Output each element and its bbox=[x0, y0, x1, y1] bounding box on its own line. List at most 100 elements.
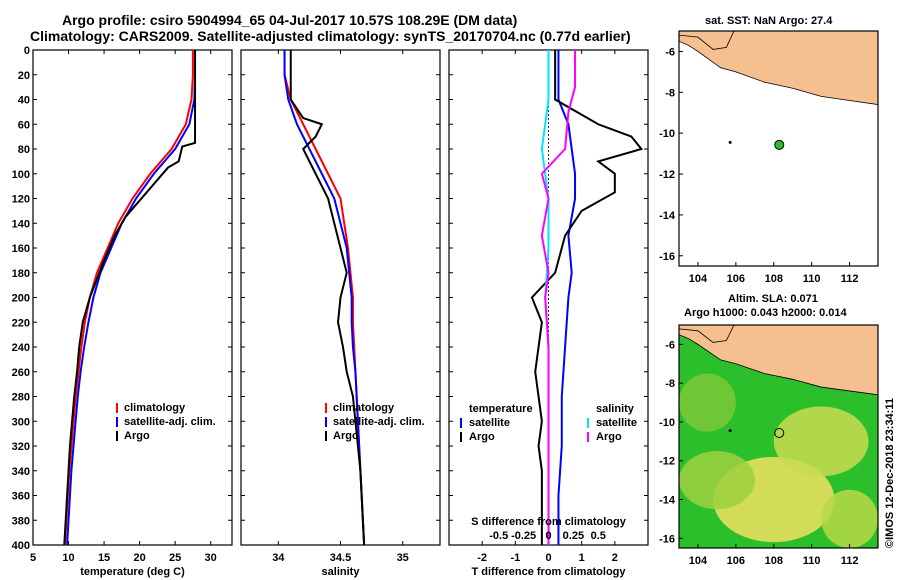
y-tick-label: -12 bbox=[659, 456, 675, 468]
x-tick-label: 108 bbox=[765, 273, 783, 285]
sumatra-land bbox=[679, 31, 735, 50]
legend-label: satellite-adj. clim. bbox=[124, 416, 216, 428]
sla-region bbox=[679, 373, 736, 432]
temperature-panel: 0 20 40 60 80 100 120 140 160 180 200 220 240 260 280 3… bbox=[12, 45, 233, 578]
x-tick-label: 106 bbox=[727, 273, 745, 285]
y-tick-label: -12 bbox=[659, 169, 675, 181]
y-tick-label: 120 bbox=[12, 194, 30, 206]
map1-title: sat. SST: NaN Argo: 27.4 bbox=[705, 15, 833, 27]
christmas-island bbox=[728, 429, 732, 433]
sumatra-land bbox=[679, 325, 735, 343]
s-tick-label: -0.25 bbox=[511, 530, 536, 542]
difference-panel: -2 -1 0 1 2 T difference from climatology S di… bbox=[448, 49, 649, 578]
y-tick-label: 340 bbox=[12, 466, 30, 478]
x-tick-label: 35 bbox=[397, 552, 409, 564]
java-land bbox=[679, 325, 878, 396]
sla-region bbox=[773, 406, 869, 477]
legend-title: salinity bbox=[596, 403, 635, 415]
x-tick-label: 1 bbox=[579, 552, 585, 564]
s-tick-label: 0.25 bbox=[563, 530, 584, 542]
x-tick-label: 108 bbox=[765, 555, 783, 567]
argo-marker bbox=[774, 139, 785, 150]
y-tick-label: 20 bbox=[18, 70, 30, 82]
x-tick-label: 0 bbox=[545, 552, 551, 564]
y-tick-label: 100 bbox=[12, 169, 30, 181]
plot-title-line2: Climatology: CARS2009. Satellite-adjuste… bbox=[30, 28, 631, 44]
plot-title-line1: Argo profile: csiro 5904994_65 04-Jul-20… bbox=[62, 12, 518, 28]
x-tick-label: 106 bbox=[727, 555, 745, 567]
series-line bbox=[63, 50, 197, 546]
legend-label: Argo bbox=[333, 430, 359, 442]
x-tick-label: 110 bbox=[803, 273, 821, 285]
legend-label: satellite-adj. clim. bbox=[333, 416, 425, 428]
series-line bbox=[289, 50, 366, 546]
s-tick-label: 0 bbox=[545, 530, 551, 542]
y-tick-label: -6 bbox=[665, 46, 675, 58]
s-tick-label: 0.5 bbox=[591, 530, 606, 542]
y-tick-label: -14 bbox=[659, 495, 676, 507]
map-area bbox=[679, 325, 878, 548]
y-tick-label: 220 bbox=[12, 317, 30, 329]
x-tick-label: -1 bbox=[510, 552, 520, 564]
x-tick-label: 20 bbox=[133, 552, 145, 564]
legend-label: Argo bbox=[124, 430, 150, 442]
x-axis-label: T difference from climatology bbox=[471, 566, 626, 578]
sla-region bbox=[821, 489, 878, 548]
series-line bbox=[530, 50, 644, 545]
y-tick-label: 80 bbox=[18, 144, 30, 156]
s-axis-label: S difference from climatology bbox=[471, 516, 627, 528]
imos-credit: ©IMOS 12-Dec-2018 23:34:11 bbox=[884, 398, 896, 548]
x-tick-label: 104 bbox=[689, 555, 708, 567]
x-tick-label: 112 bbox=[841, 273, 859, 285]
legend-label: satellite bbox=[596, 417, 637, 429]
x-tick-label: 112 bbox=[841, 555, 859, 567]
map-frame bbox=[678, 30, 879, 267]
x-tick-label: -2 bbox=[477, 552, 487, 564]
y-tick-label: -10 bbox=[659, 128, 675, 140]
x-tick-label: 10 bbox=[62, 552, 74, 564]
series-line bbox=[66, 50, 197, 546]
y-tick-label: 0 bbox=[24, 45, 30, 57]
x-axis-label: temperature (deg C) bbox=[80, 566, 185, 578]
y-tick-label: 160 bbox=[12, 243, 30, 255]
y-tick-label: -14 bbox=[659, 210, 676, 222]
sst-map-panel: 104 106 108 110 112 -6 -8 -10 -12 -14 -16 bbox=[659, 30, 879, 285]
x-tick-label: 110 bbox=[803, 555, 821, 567]
legend-label: climatology bbox=[124, 402, 186, 414]
y-tick-label: -8 bbox=[665, 378, 675, 390]
x-tick-label: 30 bbox=[205, 552, 217, 564]
map2-title-line2: Argo h1000: 0.043 h2000: 0.014 bbox=[684, 307, 848, 319]
y-tick-label: 280 bbox=[12, 392, 30, 404]
x-tick-label: 15 bbox=[98, 552, 110, 564]
y-tick-label: -16 bbox=[659, 251, 675, 263]
plot-frame bbox=[32, 49, 233, 546]
y-tick-label: 320 bbox=[12, 441, 30, 453]
y-tick-label: 240 bbox=[12, 342, 30, 354]
x-axis-label: salinity bbox=[322, 566, 361, 578]
map-frame bbox=[678, 324, 879, 549]
y-tick-label: 200 bbox=[12, 293, 30, 305]
java-land bbox=[679, 31, 878, 105]
y-tick-label: 180 bbox=[12, 268, 30, 280]
x-tick-label: 2 bbox=[612, 552, 618, 564]
y-tick-label: -8 bbox=[665, 87, 675, 99]
map2-title-line1: Altim. SLA: 0.071 bbox=[728, 293, 818, 305]
y-tick-label: 300 bbox=[12, 416, 30, 428]
sla-map-panel: 104 106 108 110 112 -6 -8 -10 -12 -14 -16 bbox=[659, 324, 879, 567]
legend-label: Argo bbox=[596, 431, 622, 443]
x-tick-label: 34.5 bbox=[330, 552, 351, 564]
x-tick-label: 34 bbox=[272, 552, 285, 564]
legend-label: climatology bbox=[333, 402, 395, 414]
argo-marker bbox=[774, 428, 785, 439]
x-tick-label: 25 bbox=[169, 552, 181, 564]
y-tick-label: 400 bbox=[12, 540, 30, 552]
x-tick-label: 104 bbox=[689, 273, 708, 285]
y-tick-label: 140 bbox=[12, 218, 30, 230]
y-tick-label: 40 bbox=[18, 95, 30, 107]
y-tick-label: 260 bbox=[12, 367, 30, 379]
y-tick-label: 380 bbox=[12, 515, 30, 527]
y-tick-label: 360 bbox=[12, 491, 30, 503]
series-line bbox=[540, 50, 577, 545]
salinity-panel: 34 34.5 35 salinity climatology satellite-adj… bbox=[240, 49, 441, 578]
